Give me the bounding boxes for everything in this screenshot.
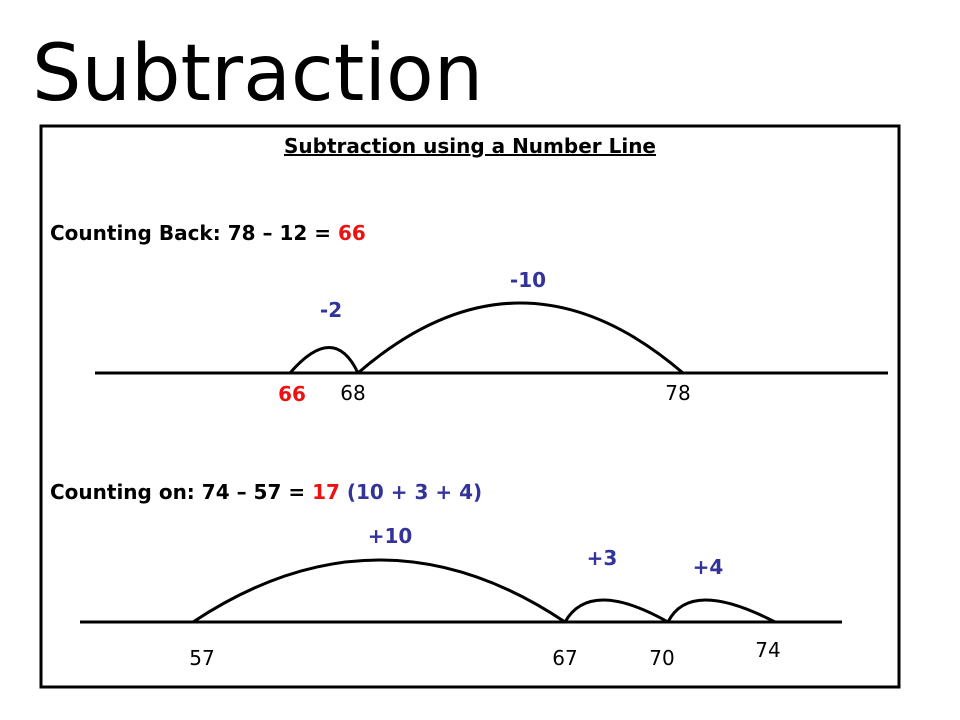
panel-border [39,124,901,689]
jump-arc [288,346,360,374]
expression: 74 – 57 = [202,480,305,504]
statement: Counting Back: 78 – 12 = 66 [50,221,366,245]
jump-label: +10 [368,524,413,548]
expression: 78 – 12 = [228,221,331,245]
statement-label: Counting on: [50,480,195,504]
jump-arc [192,558,566,624]
answer: 17 [312,480,340,504]
mark-label: 57 [189,646,214,670]
jump-label: -2 [320,298,342,322]
jump-arc [563,598,669,624]
statement-label: Counting Back: [50,221,221,245]
slide-title: Subtraction [32,29,483,119]
jump-label: -10 [510,268,546,292]
jump-label: +3 [587,546,618,570]
breakdown: (10 + 3 + 4) [347,480,482,504]
mark-label: 67 [552,646,577,670]
mark-label: 68 [340,381,365,405]
answer: 66 [338,221,366,245]
statement: Counting on: 74 – 57 = 17 (10 + 3 + 4) [50,480,482,504]
mark-label: 66 [278,382,306,406]
jump-label: +4 [693,555,724,579]
mark-label: 74 [755,638,780,662]
panel-heading: Subtraction using a Number Line [284,134,656,158]
mark-label: 78 [665,381,690,405]
jump-arc [666,598,776,624]
mark-label: 70 [649,646,674,670]
jump-arc [357,301,684,375]
